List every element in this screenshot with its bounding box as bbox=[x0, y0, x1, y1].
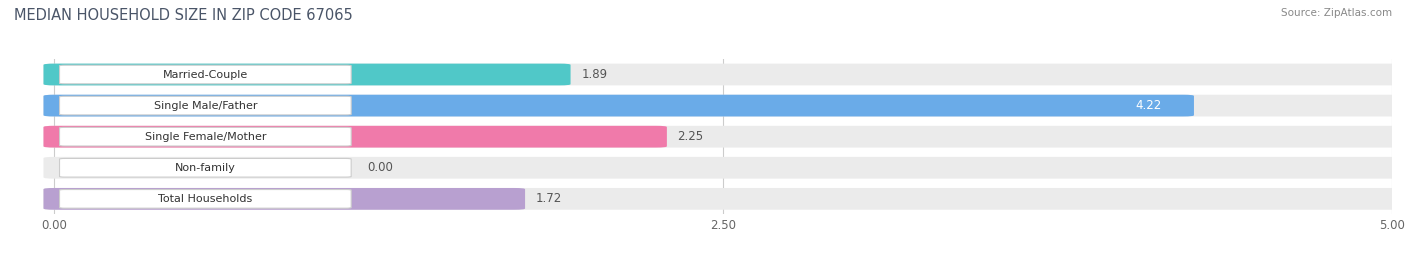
FancyBboxPatch shape bbox=[59, 189, 352, 208]
Text: Total Households: Total Households bbox=[159, 194, 253, 204]
FancyBboxPatch shape bbox=[44, 64, 1403, 85]
Text: 2.25: 2.25 bbox=[678, 130, 704, 143]
Text: Non-family: Non-family bbox=[174, 163, 236, 173]
Text: Single Male/Father: Single Male/Father bbox=[153, 100, 257, 111]
FancyBboxPatch shape bbox=[44, 157, 1403, 179]
Text: Married-Couple: Married-Couple bbox=[163, 69, 247, 80]
Text: 1.89: 1.89 bbox=[581, 68, 607, 81]
Text: MEDIAN HOUSEHOLD SIZE IN ZIP CODE 67065: MEDIAN HOUSEHOLD SIZE IN ZIP CODE 67065 bbox=[14, 8, 353, 23]
FancyBboxPatch shape bbox=[44, 64, 571, 85]
FancyBboxPatch shape bbox=[59, 65, 352, 84]
FancyBboxPatch shape bbox=[44, 126, 666, 148]
Text: Source: ZipAtlas.com: Source: ZipAtlas.com bbox=[1281, 8, 1392, 18]
FancyBboxPatch shape bbox=[59, 158, 352, 177]
FancyBboxPatch shape bbox=[59, 127, 352, 146]
FancyBboxPatch shape bbox=[59, 96, 352, 115]
FancyBboxPatch shape bbox=[44, 126, 1403, 148]
Text: 1.72: 1.72 bbox=[536, 192, 562, 205]
Text: Single Female/Mother: Single Female/Mother bbox=[145, 132, 266, 142]
FancyBboxPatch shape bbox=[44, 95, 1403, 117]
FancyBboxPatch shape bbox=[44, 95, 1194, 117]
FancyBboxPatch shape bbox=[44, 188, 1403, 210]
FancyBboxPatch shape bbox=[44, 188, 524, 210]
Text: 4.22: 4.22 bbox=[1136, 99, 1161, 112]
Text: 0.00: 0.00 bbox=[367, 161, 394, 174]
